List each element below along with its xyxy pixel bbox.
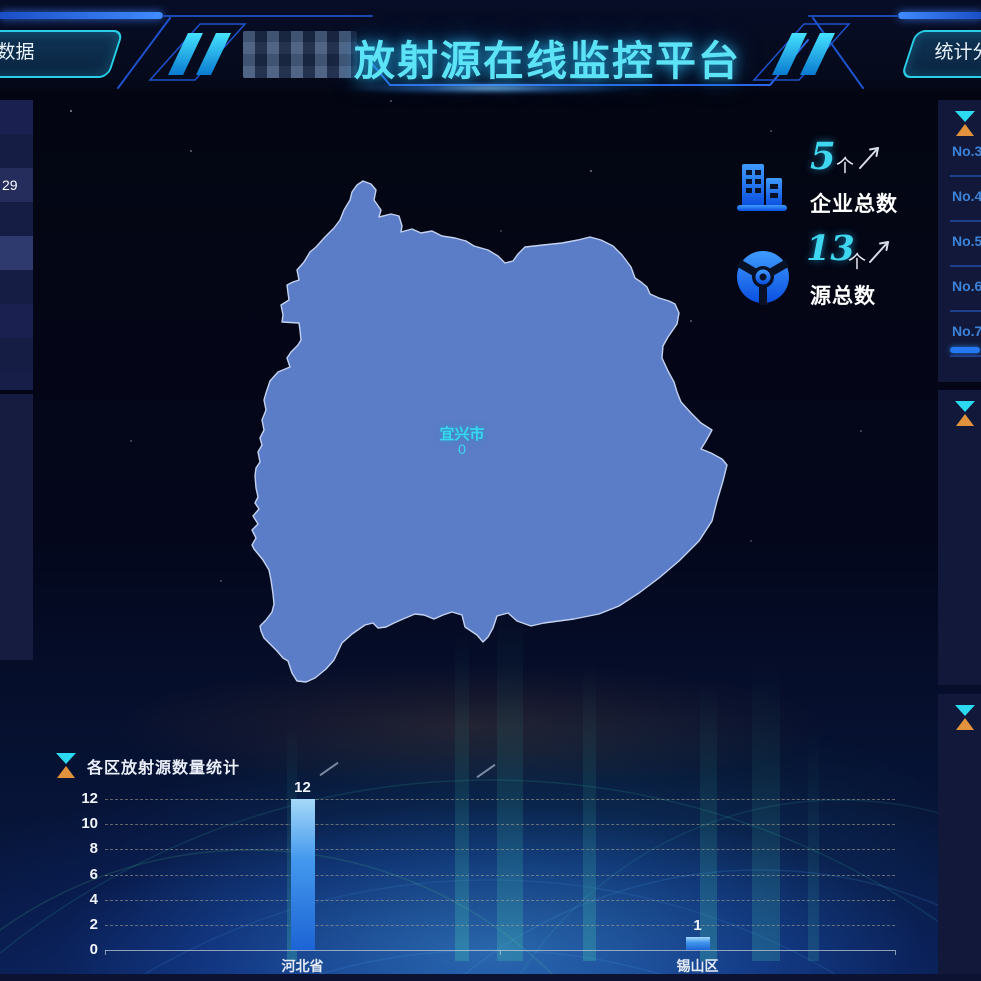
page-title: 放射源在线监控平台 — [354, 38, 741, 84]
ranking-item-divider — [950, 310, 981, 312]
ranking-item-divider — [950, 355, 981, 357]
ranking-item-divider — [950, 265, 981, 267]
table-row[interactable] — [0, 100, 33, 134]
ranking-item-divider — [950, 175, 981, 177]
building-icon — [737, 164, 787, 211]
ranking-item-divider — [950, 220, 981, 222]
up-arrow-icon — [859, 147, 879, 169]
chart-gridline — [105, 849, 895, 851]
ranking-item: No.3 — [938, 140, 981, 185]
table-row[interactable] — [0, 270, 33, 304]
hourglass-icon — [955, 401, 975, 426]
bottom-border-strip — [0, 974, 981, 981]
table-row[interactable] — [0, 304, 33, 338]
hourglass-icon — [56, 753, 76, 778]
x-axis-tick — [105, 950, 106, 955]
header: 放射源在线监控平台 数据 统计分 — [0, 0, 981, 96]
chart-gridline — [105, 874, 895, 876]
source-count: 13 — [806, 228, 855, 269]
ranking-item: No.5 — [938, 230, 981, 275]
header-left-accent-bar — [0, 12, 163, 19]
chart-title-row: 各区放射源数量统计 — [55, 752, 240, 779]
header-right-accent-bar — [898, 12, 981, 19]
nav-button-statistics-label: 统计分 — [934, 42, 981, 63]
ranking-item-label: No.7 — [952, 323, 981, 339]
y-axis-tick-label: 6 — [89, 865, 98, 883]
table-row[interactable] — [0, 134, 33, 168]
enterprise-total-label: 企业总数 — [810, 193, 898, 216]
map-region-label: 宜兴市 — [439, 426, 485, 443]
table-row-selected[interactable] — [0, 236, 33, 270]
chart-gridline — [105, 824, 895, 826]
left-secondary-panel — [0, 394, 33, 660]
x-axis-tick — [895, 950, 896, 955]
up-arrow-icon — [869, 241, 889, 263]
chart-bar-value-label: 1 — [693, 917, 702, 935]
source-total-label: 源总数 — [810, 285, 876, 308]
table-row[interactable] — [0, 338, 33, 372]
ranking-item: No.4 — [938, 185, 981, 230]
ranking-list: No.3 No.4 No.5 No.6 No.7 — [938, 140, 981, 365]
chart-title: 各区放射源数量统计 — [87, 759, 241, 777]
map-region-value: 0 — [458, 441, 466, 457]
right-middle-panel — [938, 390, 981, 685]
chart-bar — [290, 799, 315, 950]
chart-bar — [685, 937, 710, 950]
region-map[interactable] — [233, 153, 753, 703]
ranking-item-label: No.3 — [952, 143, 981, 159]
source-count-unit: 个 — [848, 252, 866, 272]
hourglass-icon — [955, 705, 975, 730]
spark-mark — [319, 761, 339, 777]
spark-mark — [476, 763, 496, 779]
x-axis-category-label: 锡山区 — [676, 958, 719, 974]
table-row[interactable] — [0, 202, 33, 236]
bar-chart-plot: 0 2 4 6 8 10 12 12 河北省 1 锡山区 — [81, 779, 896, 974]
chart-bar-value-label: 12 — [294, 779, 311, 796]
ranking-item-progress-bar — [950, 347, 980, 353]
right-ranking-panel: No.3 No.4 No.5 No.6 No.7 — [938, 100, 981, 382]
nav-button-statistics[interactable]: 统计分 — [900, 30, 981, 78]
enterprise-count-unit: 个 — [836, 156, 854, 176]
map-region-yixing — [251, 180, 728, 683]
header-slash-decor — [168, 33, 835, 75]
ranking-item-label: No.4 — [952, 188, 981, 204]
y-axis-tick-label: 4 — [89, 890, 98, 908]
ranking-item: No.7 — [938, 320, 981, 365]
nav-button-data-label: 数据 — [0, 42, 35, 63]
y-axis-tick-label: 10 — [81, 815, 98, 833]
hourglass-icon — [955, 111, 975, 136]
chart-gridline — [105, 799, 895, 800]
radiation-icon — [736, 251, 790, 305]
y-axis-tick-label: 8 — [89, 840, 98, 858]
enterprise-count: 5 — [810, 134, 836, 178]
y-axis-tick-label: 0 — [89, 941, 98, 958]
ranking-item-label: No.6 — [952, 278, 981, 294]
left-data-table-panel: 29 — [0, 100, 33, 390]
header-center-glow — [340, 82, 640, 94]
x-axis-category-label: 河北省 — [281, 958, 324, 974]
chart-gridline — [105, 924, 895, 926]
y-axis-tick-label: 12 — [81, 790, 98, 807]
nav-button-data[interactable]: 数据 — [0, 30, 124, 78]
table-cell-value: 29 — [2, 177, 18, 193]
right-bottom-panel — [938, 694, 981, 975]
star-dots — [70, 110, 72, 112]
ranking-item-label: No.5 — [952, 233, 981, 249]
ranking-item: No.6 — [938, 275, 981, 320]
x-axis-tick — [500, 950, 501, 955]
y-axis-tick-label: 2 — [89, 915, 98, 933]
chart-gridline — [105, 899, 895, 901]
title-redacted-mosaic — [243, 31, 357, 78]
table-row[interactable]: 29 — [0, 168, 33, 202]
